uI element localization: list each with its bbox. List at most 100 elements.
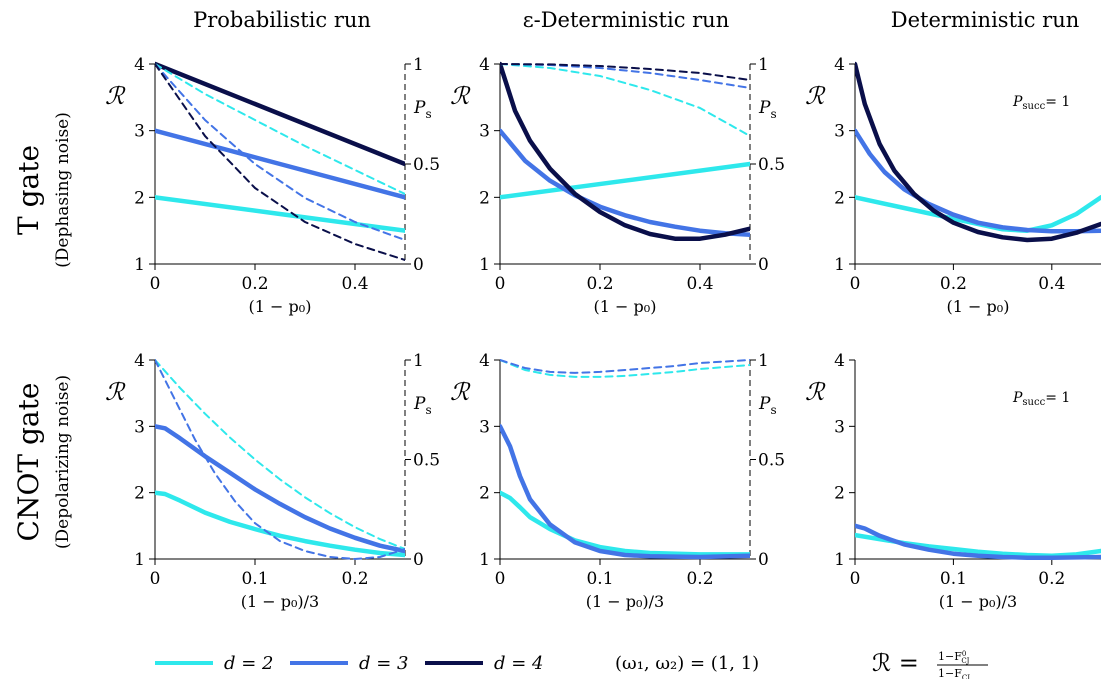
y2-tick-label: 1 — [758, 351, 769, 371]
r-line-3 — [855, 523, 1101, 560]
y-tick-label: 2 — [134, 188, 145, 208]
row-subtitle-dephasing: (Dephasing noise) — [53, 112, 73, 268]
y-tick-label: 1 — [834, 550, 845, 570]
r-line-3 — [500, 424, 750, 560]
y-tick-label: 3 — [834, 417, 845, 437]
y-tick-label: 2 — [134, 484, 145, 504]
y-tick-label: 4 — [834, 351, 845, 371]
y2-axis-label: Ps — [758, 98, 777, 121]
y2-tick-label: 1 — [758, 55, 769, 75]
y2-tick-label: 0 — [413, 255, 424, 275]
x-tick-label: 0 — [850, 274, 861, 294]
legend-label-d2: d = 2 — [224, 653, 274, 674]
y2-axis-label: Ps — [413, 98, 432, 121]
y-tick-label: 3 — [134, 122, 145, 142]
panel-2: 1 2 3 4 0 0.2 0.4 (1 − p₀) ℛ 0 0.5 1 Ps — [450, 55, 785, 316]
y-tick-label: 3 — [134, 417, 145, 437]
y-tick-label: 3 — [479, 122, 490, 142]
formula-lhs: ℛ = — [872, 649, 919, 677]
row-title-cnot-gate: CNOT gate — [12, 383, 45, 542]
ps-line-2 — [155, 63, 405, 195]
y2-tick-label: 1 — [413, 351, 424, 371]
x-tick-label: 0.2 — [686, 569, 713, 589]
y-tick-label: 2 — [834, 484, 845, 504]
x-tick-label: 0.4 — [341, 274, 368, 294]
psucc-annotation: Psucc= 1 — [1012, 390, 1070, 408]
x-axis-label: (1 − p₀) — [947, 297, 1010, 316]
r-line-3 — [500, 128, 750, 237]
y2-axis-label: Ps — [413, 394, 432, 417]
panel-4: 1 2 3 4 0 0.1 0.2 (1 − p₀)/3 ℛ 0 0.5 1 Ps — [105, 351, 440, 611]
x-tick-label: 0 — [495, 274, 506, 294]
panel-1: 1 2 3 4 0 0.2 0.4 (1 − p₀) ℛ 0 0.5 1 Ps — [105, 55, 440, 316]
row-title-t-gate: T gate — [12, 145, 45, 235]
y-tick-label: 1 — [834, 255, 845, 275]
row-subtitle-depolarizing: (Depolarizing noise) — [53, 375, 73, 549]
ps-line-4 — [155, 63, 405, 261]
y2-tick-label: 0.5 — [413, 451, 440, 471]
x-tick-label: 0.1 — [586, 569, 613, 589]
y-tick-label: 4 — [479, 55, 490, 75]
y2-tick-label: 0.5 — [758, 451, 785, 471]
y-axis-label: ℛ — [805, 378, 826, 406]
y2-tick-label: 0 — [758, 550, 769, 570]
r-line-4 — [155, 61, 405, 167]
y2-tick-label: 0.5 — [758, 155, 785, 175]
y-tick-label: 4 — [479, 351, 490, 371]
x-axis-label: (1 − p₀)/3 — [586, 592, 664, 611]
psucc-annotation: Psucc= 1 — [1012, 94, 1070, 112]
y-axis-label: ℛ — [105, 378, 126, 406]
y2-tick-label: 0.5 — [413, 155, 440, 175]
x-tick-label: 0.2 — [586, 274, 613, 294]
r-line-4 — [500, 61, 750, 241]
ps-line-3 — [155, 359, 405, 560]
y-tick-label: 3 — [834, 122, 845, 142]
y-tick-label: 1 — [134, 550, 145, 570]
y-tick-label: 3 — [479, 417, 490, 437]
r-line-3 — [855, 128, 1101, 234]
x-tick-label: 0 — [495, 569, 506, 589]
y-tick-label: 4 — [134, 351, 145, 371]
formula-fraction: 1−F0 CJ 1−FCJ — [937, 650, 988, 679]
ps-line-2 — [500, 359, 750, 378]
y-tick-label: 2 — [834, 188, 845, 208]
ps-line-3 — [155, 63, 405, 241]
x-tick-label: 0.2 — [241, 274, 268, 294]
y-tick-label: 2 — [479, 484, 490, 504]
y-tick-label: 4 — [834, 55, 845, 75]
r-line-3 — [155, 128, 405, 200]
x-tick-label: 0.2 — [1038, 569, 1065, 589]
y-tick-label: 1 — [479, 550, 490, 570]
ps-line-2 — [500, 63, 750, 137]
x-tick-label: 0.4 — [1038, 274, 1065, 294]
y2-tick-label: 1 — [413, 55, 424, 75]
y2-tick-label: 0 — [413, 550, 424, 570]
ps-line-4 — [500, 63, 750, 81]
panel-3: 1 2 3 4 0 0.2 0.4 (1 − p₀) ℛ Psucc= 1 — [805, 55, 1101, 316]
y-tick-label: 2 — [479, 188, 490, 208]
y-tick-label: 1 — [134, 255, 145, 275]
panel-5: 1 2 3 4 0 0.1 0.2 (1 − p₀)/3 ℛ 0 0.5 1 Ps — [450, 351, 785, 611]
r-line-4 — [855, 61, 1101, 243]
y-tick-label: 1 — [479, 255, 490, 275]
r-line-3 — [155, 424, 405, 554]
x-axis-label: (1 − p₀) — [249, 297, 312, 316]
x-tick-label: 0.1 — [940, 569, 967, 589]
panel-6: 1 2 3 4 0 0.1 0.2 (1 − p₀)/3 ℛ Psucc= 1 — [805, 351, 1101, 611]
x-axis-label: (1 − p₀)/3 — [241, 592, 319, 611]
ps-line-2 — [155, 359, 405, 550]
legend-label-d3: d = 3 — [359, 653, 409, 674]
x-axis-label: (1 − p₀)/3 — [939, 592, 1017, 611]
x-tick-label: 0 — [150, 569, 161, 589]
r-line-2 — [855, 195, 1101, 233]
legend-label-d4: d = 4 — [494, 653, 544, 674]
x-tick-label: 0.1 — [241, 569, 268, 589]
omega-annotation: (ω₁, ω₂) = (1, 1) — [615, 653, 759, 674]
x-tick-label: 0.2 — [940, 274, 967, 294]
ps-line-3 — [500, 359, 750, 374]
column-title-probabilistic: Probabilistic run — [193, 8, 371, 32]
y-tick-label: 4 — [134, 55, 145, 75]
x-tick-label: 0.4 — [686, 274, 713, 294]
y-axis-label: ℛ — [450, 378, 471, 406]
